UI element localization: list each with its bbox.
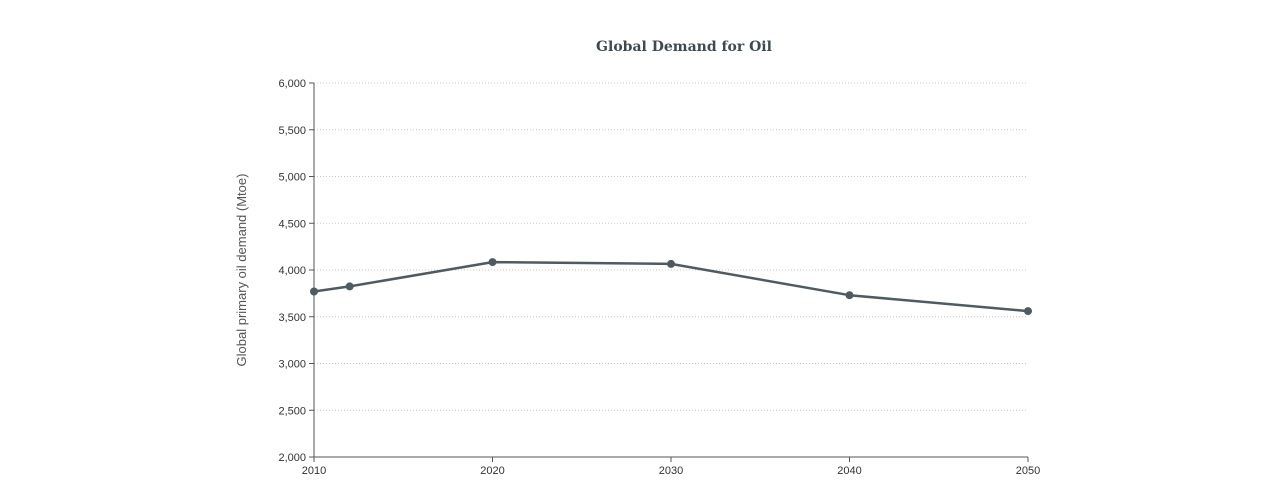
x-axis-ticks: 2010 2020 2030 2040 2050 bbox=[302, 457, 1040, 477]
y-tick-label: 5,500 bbox=[278, 125, 306, 137]
x-tick-label: 2030 bbox=[659, 465, 683, 477]
y-tick-label: 2,500 bbox=[278, 405, 306, 417]
series-line bbox=[312, 260, 1030, 313]
chart-title: Global Demand for Oil bbox=[596, 39, 772, 55]
data-point bbox=[310, 287, 318, 296]
y-axis-ticks: 2,000 2,500 3,000 3,500 4,000 4,500 5,000 5,500… bbox=[278, 78, 314, 464]
data-point bbox=[1024, 307, 1032, 316]
x-tick-label: 2020 bbox=[480, 465, 504, 477]
data-point bbox=[845, 291, 854, 300]
x-tick-label: 2010 bbox=[302, 465, 326, 477]
y-tick-label: 2,000 bbox=[278, 452, 306, 464]
y-tick-label: 3,000 bbox=[278, 359, 306, 371]
gridlines bbox=[314, 82, 1028, 411]
y-tick-label: 4,500 bbox=[278, 218, 306, 230]
data-point bbox=[345, 282, 354, 291]
data-point bbox=[488, 258, 497, 267]
y-tick-label: 3,500 bbox=[278, 312, 306, 324]
x-tick-label: 2040 bbox=[837, 465, 861, 477]
y-tick-label: 6,000 bbox=[278, 78, 306, 90]
y-tick-label: 5,000 bbox=[278, 172, 306, 184]
y-axis-label: Global primary oil demand (Mtoe) bbox=[234, 174, 249, 367]
data-point bbox=[667, 259, 675, 268]
data-series bbox=[310, 258, 1032, 316]
x-tick-label: 2050 bbox=[1016, 465, 1040, 477]
y-tick-label: 4,000 bbox=[278, 265, 306, 277]
